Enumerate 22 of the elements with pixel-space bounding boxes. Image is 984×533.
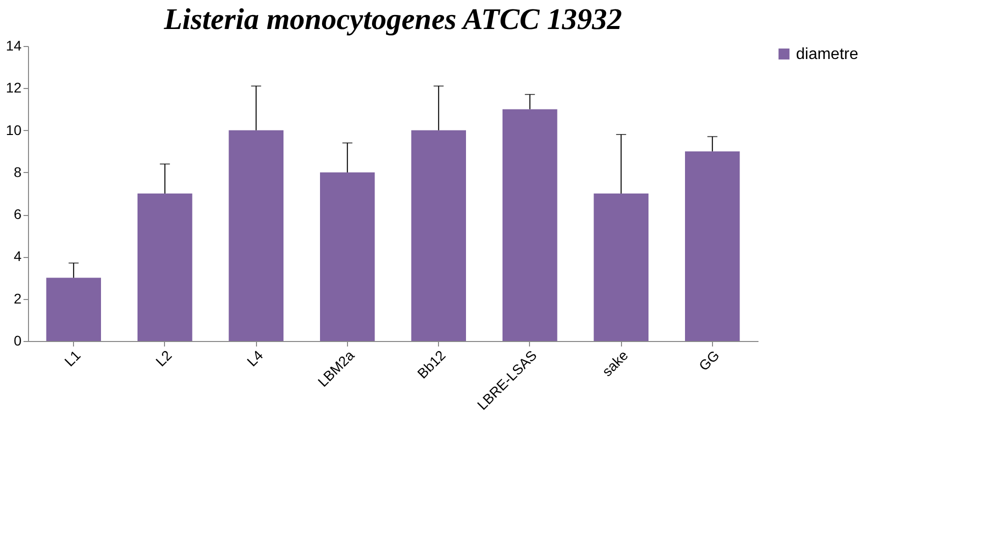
chart-title: Listeria monocytogenes ATCC 13932 [162, 3, 622, 36]
y-tick-label: 14 [6, 38, 22, 54]
x-tick-label: L1 [61, 346, 84, 370]
y-tick-label: 0 [14, 332, 22, 348]
bar [411, 130, 466, 341]
bar [320, 172, 375, 341]
y-tick-label: 10 [6, 122, 22, 138]
bar [138, 194, 192, 341]
legend-label: diametre [796, 46, 858, 63]
bar [594, 194, 648, 341]
bar [228, 130, 284, 341]
y-tick-label: 8 [14, 164, 22, 180]
y-tick-label: 4 [14, 248, 22, 264]
x-tick-label: GG [696, 347, 722, 374]
bar [685, 151, 740, 341]
y-tick-label: 2 [14, 290, 22, 306]
x-tick-label: L4 [244, 346, 266, 370]
x-tick-label: L2 [152, 346, 175, 370]
bar [502, 109, 558, 341]
y-tick-label: 12 [6, 80, 22, 96]
y-tick-label: 6 [14, 206, 22, 222]
bar [46, 278, 101, 341]
